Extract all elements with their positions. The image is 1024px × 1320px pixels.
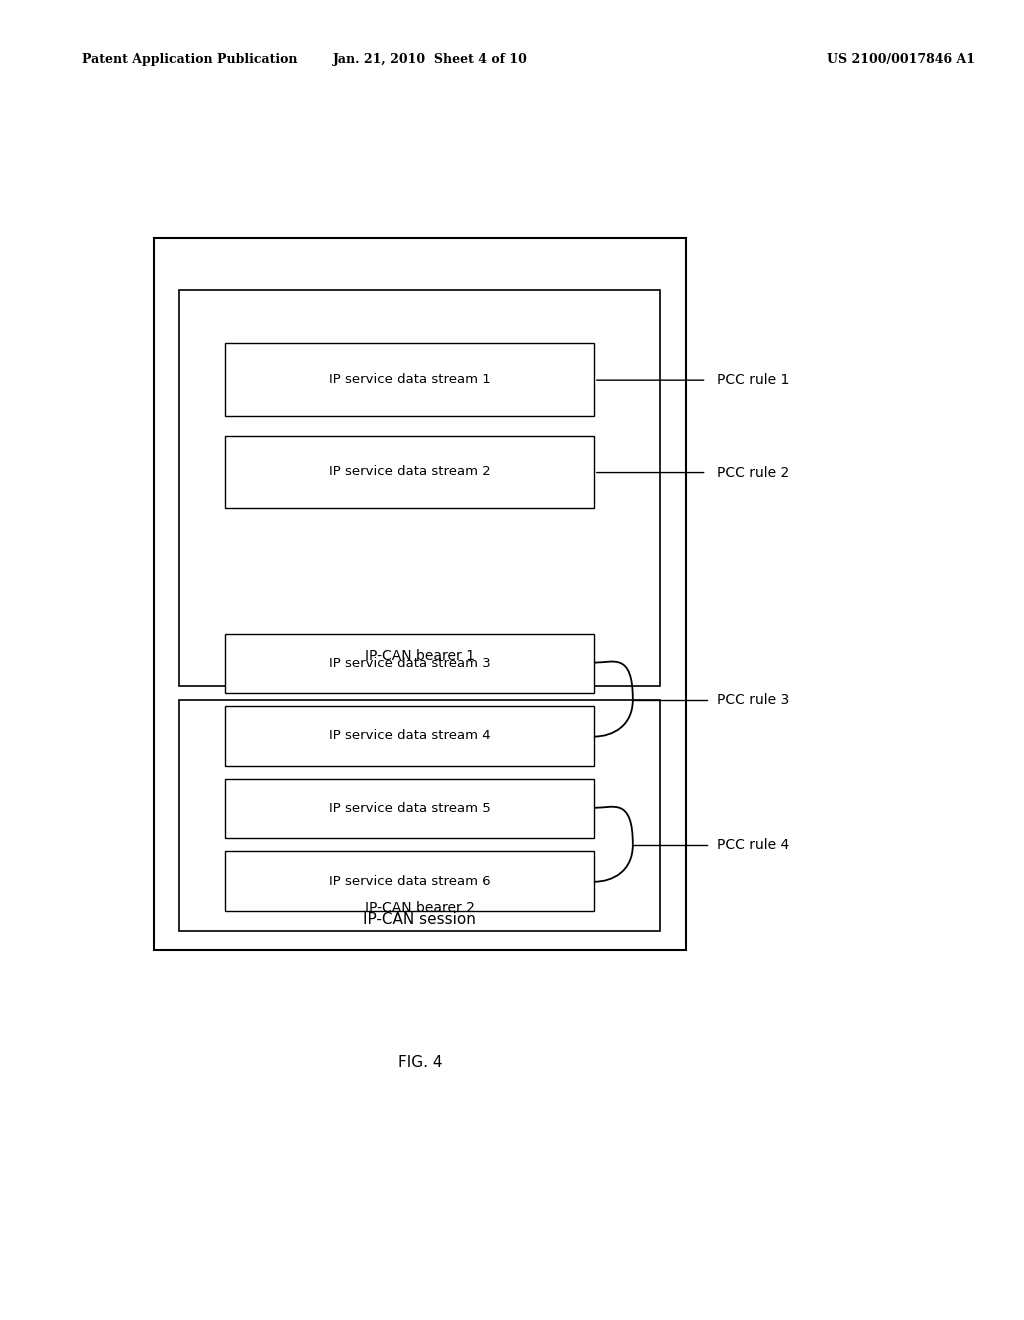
Text: IP service data stream 1: IP service data stream 1 <box>329 374 490 385</box>
FancyBboxPatch shape <box>225 634 594 693</box>
FancyBboxPatch shape <box>179 700 660 931</box>
FancyBboxPatch shape <box>225 779 594 838</box>
Text: Jan. 21, 2010  Sheet 4 of 10: Jan. 21, 2010 Sheet 4 of 10 <box>333 53 527 66</box>
Text: IP service data stream 5: IP service data stream 5 <box>329 803 490 814</box>
Text: IP service data stream 3: IP service data stream 3 <box>329 657 490 669</box>
Text: IP-CAN bearer 1: IP-CAN bearer 1 <box>365 648 475 663</box>
Text: PCC rule 1: PCC rule 1 <box>717 374 790 387</box>
Text: IP-CAN session: IP-CAN session <box>364 912 476 927</box>
Text: PCC rule 3: PCC rule 3 <box>717 693 790 706</box>
Text: IP service data stream 2: IP service data stream 2 <box>329 466 490 478</box>
FancyBboxPatch shape <box>154 238 686 950</box>
FancyBboxPatch shape <box>225 436 594 508</box>
Text: Patent Application Publication: Patent Application Publication <box>82 53 297 66</box>
Text: IP service data stream 6: IP service data stream 6 <box>329 875 490 887</box>
Text: FIG. 4: FIG. 4 <box>397 1055 442 1071</box>
Text: PCC rule 2: PCC rule 2 <box>717 466 790 479</box>
FancyBboxPatch shape <box>225 851 594 911</box>
Text: IP-CAN bearer 2: IP-CAN bearer 2 <box>365 900 475 915</box>
Text: US 2100/0017846 A1: US 2100/0017846 A1 <box>827 53 975 66</box>
FancyBboxPatch shape <box>179 290 660 686</box>
Text: PCC rule 4: PCC rule 4 <box>717 838 790 851</box>
FancyBboxPatch shape <box>225 706 594 766</box>
Text: IP service data stream 4: IP service data stream 4 <box>329 730 490 742</box>
FancyBboxPatch shape <box>225 343 594 416</box>
